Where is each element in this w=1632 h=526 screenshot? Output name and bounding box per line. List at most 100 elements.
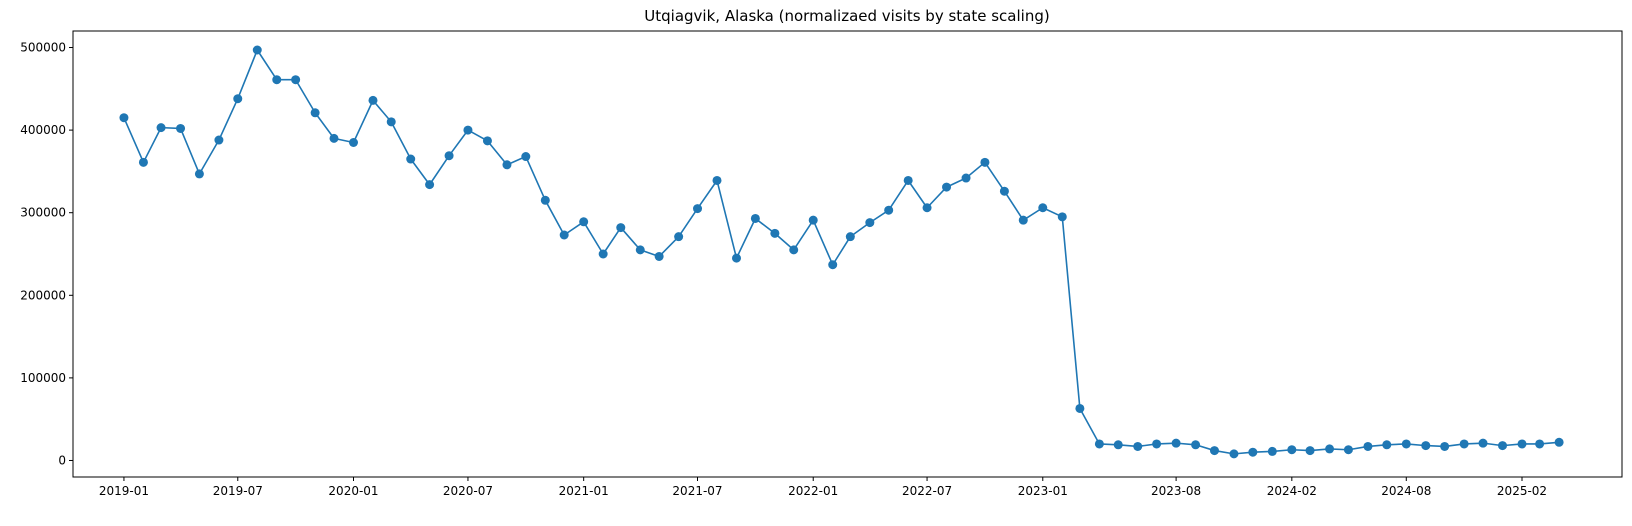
data-point — [252, 45, 262, 55]
data-point — [406, 154, 416, 164]
data-point — [1057, 212, 1067, 222]
chart-title: Utqiagvik, Alaska (normalizaed visits by… — [644, 7, 1049, 25]
data-point — [348, 138, 358, 147]
data-point — [310, 108, 320, 118]
data-point — [176, 123, 186, 133]
data-point — [1171, 438, 1181, 448]
data-point — [1267, 446, 1277, 456]
data-point — [598, 249, 608, 259]
x-tick-label: 2023-01 — [1018, 484, 1068, 498]
data-point — [616, 223, 626, 233]
data-point — [1325, 444, 1335, 454]
data-point — [980, 157, 990, 167]
y-tick-label: 200000 — [20, 288, 66, 302]
data-point — [1152, 439, 1162, 449]
data-point — [425, 180, 435, 190]
data-point — [386, 117, 396, 127]
data-point — [1094, 439, 1104, 449]
data-point — [884, 205, 894, 215]
data-point — [808, 215, 818, 225]
y-tick-label: 300000 — [20, 206, 66, 220]
data-point — [156, 123, 166, 133]
plot-area — [72, 30, 1623, 478]
data-point — [1498, 441, 1508, 451]
series-layer — [119, 45, 1564, 459]
data-point — [1113, 440, 1123, 450]
x-tick-label: 2019-01 — [99, 484, 149, 498]
data-point — [579, 217, 589, 227]
data-point — [865, 218, 875, 228]
data-point — [1248, 447, 1258, 457]
data-point — [1229, 449, 1239, 459]
data-point — [1133, 441, 1143, 451]
data-point — [368, 95, 378, 105]
data-point — [559, 230, 569, 240]
x-tick-label: 2020-01 — [328, 484, 378, 498]
data-point — [502, 160, 512, 170]
x-tick-label: 2021-07 — [672, 484, 722, 498]
data-point — [732, 253, 741, 263]
data-point — [789, 245, 799, 255]
data-point — [922, 203, 932, 213]
data-point — [482, 136, 492, 146]
data-point — [1554, 437, 1564, 447]
x-tick-label: 2021-01 — [559, 484, 609, 498]
data-point — [961, 173, 971, 183]
data-point — [1459, 439, 1469, 449]
data-point — [1421, 441, 1431, 451]
data-point — [828, 260, 838, 270]
x-tick-label: 2019-07 — [213, 484, 263, 498]
x-axis: 2019-01 2019-07 2020-01 2020-07 2021-01 2021-… — [99, 477, 1547, 498]
data-point — [214, 135, 224, 145]
data-point — [712, 175, 722, 185]
data-point — [654, 251, 664, 261]
y-tick-label: 0 — [58, 453, 66, 467]
x-tick-label: 2022-07 — [902, 484, 952, 498]
data-point — [444, 151, 454, 161]
y-tick-label: 400000 — [20, 123, 66, 137]
data-point — [521, 152, 531, 162]
data-point — [1478, 438, 1488, 448]
data-point — [1535, 439, 1545, 449]
data-point — [540, 195, 550, 205]
data-point — [233, 94, 243, 104]
x-tick-label: 2024-08 — [1381, 484, 1431, 498]
data-point — [693, 204, 703, 214]
data-point — [1075, 403, 1085, 413]
data-point — [1440, 441, 1450, 451]
data-point — [194, 169, 204, 179]
data-point — [1191, 440, 1201, 450]
series-line — [123, 49, 1560, 455]
data-point — [903, 175, 913, 185]
data-point — [750, 213, 760, 223]
data-point — [1363, 441, 1373, 451]
data-point — [138, 157, 148, 167]
data-point — [1305, 446, 1315, 456]
plot-frame — [72, 30, 1623, 478]
x-tick-label: 2022-01 — [788, 484, 838, 498]
data-point — [329, 133, 339, 143]
data-point — [1038, 203, 1048, 213]
data-point — [942, 182, 952, 192]
data-point — [999, 186, 1009, 196]
data-point — [770, 228, 780, 238]
data-point — [674, 232, 684, 242]
data-point — [291, 75, 301, 85]
y-tick-label: 500000 — [20, 41, 66, 55]
x-tick-label: 2020-07 — [443, 484, 493, 498]
data-point — [635, 245, 645, 255]
y-axis: 0 100000 200000 300000 400000 500000 — [20, 41, 73, 467]
plot-background — [73, 31, 1622, 477]
data-point — [463, 125, 473, 135]
data-point — [1287, 445, 1297, 455]
data-point — [272, 75, 282, 85]
x-tick-label: 2023-08 — [1151, 484, 1201, 498]
data-point — [1343, 445, 1353, 455]
data-point — [1401, 439, 1411, 449]
x-tick-label: 2024-02 — [1267, 484, 1317, 498]
data-point — [1209, 446, 1219, 456]
data-point — [1517, 439, 1527, 449]
data-point — [1382, 440, 1392, 450]
data-point — [1018, 215, 1028, 225]
